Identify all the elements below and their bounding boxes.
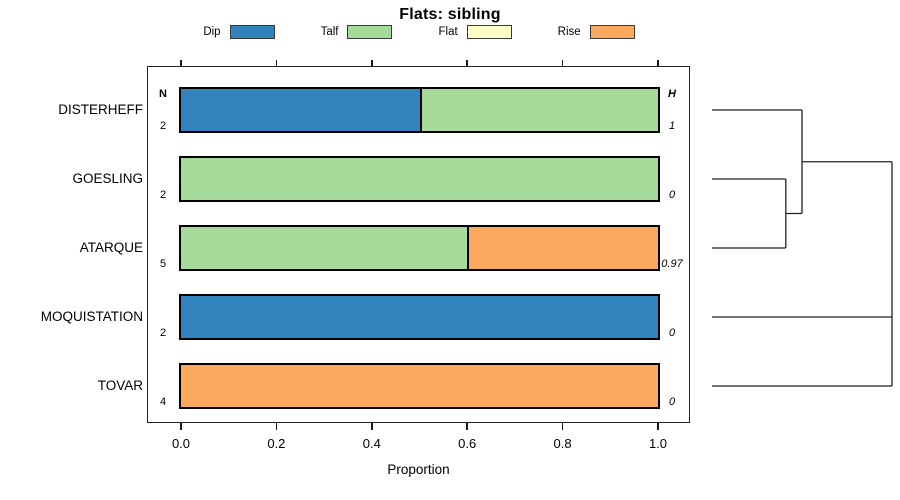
stacked-bar-moquistation bbox=[179, 294, 660, 340]
legend-item-rise: Rise bbox=[558, 25, 635, 39]
legend-label: Talf bbox=[320, 26, 339, 38]
stacked-bar-atarque bbox=[179, 225, 660, 271]
y-axis-label: ATARQUE bbox=[79, 240, 143, 255]
bar-segment-dip bbox=[181, 89, 420, 131]
h-value: 0 bbox=[668, 396, 676, 408]
legend-swatch-talf bbox=[347, 25, 393, 39]
plot-box bbox=[147, 66, 690, 423]
y-axis-label: DISTERHEFF bbox=[58, 102, 143, 117]
stacked-bar-disterheff bbox=[179, 87, 660, 133]
n-value: 2 bbox=[159, 120, 167, 132]
legend-label: Flat bbox=[438, 26, 458, 38]
bar-segment-talf bbox=[181, 227, 468, 269]
x-axis-tick-bottom bbox=[371, 423, 373, 430]
x-axis-tick-top bbox=[657, 60, 659, 67]
n-value: 5 bbox=[159, 258, 167, 270]
h-value: 0.97 bbox=[661, 258, 683, 270]
x-axis-tick-top bbox=[466, 60, 468, 67]
legend-swatch-flat bbox=[466, 25, 512, 39]
legend: Dip Talf Flat Rise bbox=[148, 23, 690, 41]
bar-segment-talf bbox=[181, 158, 658, 200]
legend-label: Dip bbox=[203, 26, 221, 38]
x-axis-tick-label: 1.0 bbox=[648, 436, 668, 451]
x-axis-tick-bottom bbox=[466, 423, 468, 430]
h-value: 1 bbox=[668, 120, 676, 132]
y-axis-label: TOVAR bbox=[97, 378, 143, 393]
x-axis-tick-bottom bbox=[275, 423, 278, 430]
h-value: 0 bbox=[668, 189, 676, 201]
legend-item-flat: Flat bbox=[438, 25, 512, 39]
stacked-bar-goesling bbox=[179, 156, 660, 202]
legend-label: Rise bbox=[557, 26, 581, 38]
n-value: 4 bbox=[159, 396, 167, 408]
bar-segment-rise bbox=[181, 365, 658, 407]
x-axis-tick-label: 0.8 bbox=[553, 436, 572, 451]
legend-item-dip: Dip bbox=[203, 25, 275, 39]
x-axis-tick-label: 0.0 bbox=[171, 436, 191, 451]
h-column-header: H bbox=[668, 88, 676, 100]
y-axis-label: GOESLING bbox=[72, 171, 143, 186]
x-axis-tick-bottom bbox=[561, 423, 564, 430]
legend-swatch-rise bbox=[589, 25, 635, 39]
h-value: 0 bbox=[668, 327, 676, 339]
x-axis-label: Proportion bbox=[387, 462, 450, 477]
n-column-header: N bbox=[159, 88, 167, 100]
x-axis-tick-top bbox=[180, 60, 182, 67]
bar-segment-rise bbox=[467, 227, 658, 269]
legend-swatch-dip bbox=[229, 25, 275, 39]
bar-segment-talf bbox=[419, 89, 658, 131]
n-value: 2 bbox=[159, 189, 167, 201]
x-axis-tick-label: 0.2 bbox=[267, 436, 286, 451]
bar-segment-dip bbox=[181, 296, 658, 338]
x-axis-tick-top bbox=[371, 60, 373, 67]
stacked-bar-tovar bbox=[179, 363, 660, 409]
x-axis-tick-bottom bbox=[180, 423, 182, 430]
legend-item-talf: Talf bbox=[321, 25, 393, 39]
x-axis-tick-label: 0.4 bbox=[362, 436, 381, 451]
n-value: 2 bbox=[159, 327, 167, 339]
y-axis-label: MOQUISTATION bbox=[40, 309, 143, 324]
x-axis-tick-top bbox=[275, 60, 278, 67]
chart-title: Flats: sibling bbox=[399, 6, 501, 23]
x-axis-tick-top bbox=[561, 60, 564, 67]
x-axis-tick-bottom bbox=[657, 423, 659, 430]
x-axis-tick-label: 0.6 bbox=[458, 436, 477, 451]
